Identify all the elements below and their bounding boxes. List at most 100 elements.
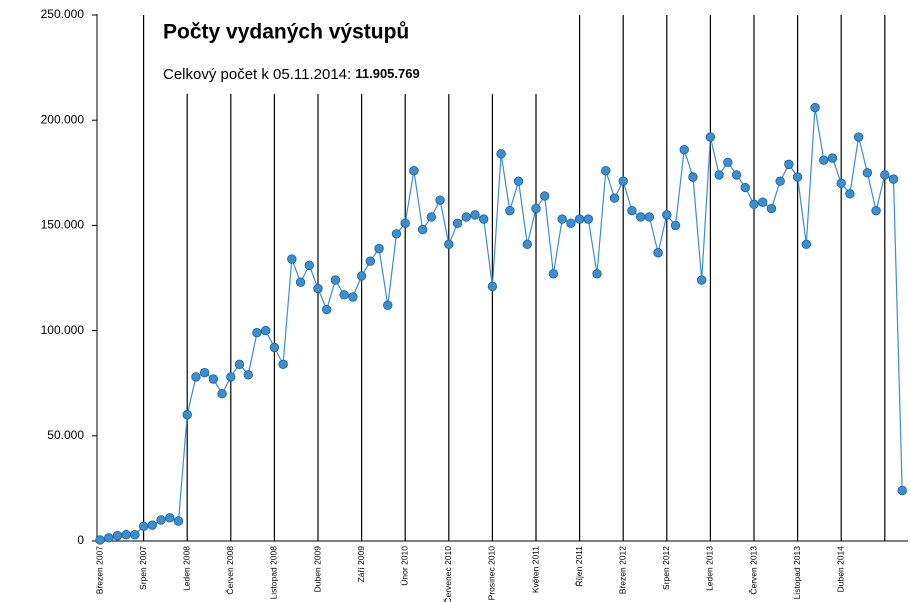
x-tick-label: Říjen 2011 — [574, 546, 584, 587]
point — [827, 153, 838, 163]
separators — [143, 15, 886, 541]
point — [618, 176, 628, 186]
point — [548, 269, 559, 279]
x-tick-label: Červenec 2010 — [443, 546, 453, 602]
point — [182, 410, 192, 420]
point — [322, 304, 332, 315]
point — [313, 283, 323, 294]
point — [444, 239, 454, 250]
point — [880, 170, 890, 180]
point — [566, 218, 576, 228]
x-tick-label: Srpen 2007 — [138, 546, 148, 590]
point — [138, 521, 149, 531]
point — [505, 205, 515, 216]
y-tick-label: 150.000 — [41, 218, 85, 232]
y-tick-label: 250.000 — [41, 7, 85, 21]
point — [670, 220, 681, 231]
point — [95, 535, 105, 545]
point — [339, 290, 349, 300]
point — [784, 159, 794, 170]
point — [487, 281, 498, 292]
point — [304, 260, 314, 271]
point — [696, 275, 707, 285]
point — [112, 531, 123, 541]
point — [592, 269, 602, 279]
point — [130, 529, 140, 540]
y-tick-label: 0 — [77, 533, 84, 547]
point — [461, 212, 471, 222]
point — [513, 176, 524, 186]
x-tick-label: Listopad 2013 — [792, 546, 802, 600]
x-tick-label: Duben 2014 — [835, 546, 845, 593]
title-box — [145, 14, 570, 94]
y-tick-label: 200.000 — [41, 112, 85, 126]
x-tick-label: Duben 2009 — [312, 546, 322, 593]
point — [766, 203, 777, 214]
point — [226, 372, 236, 382]
point — [287, 254, 297, 264]
point — [199, 367, 210, 378]
point — [862, 168, 873, 178]
point — [731, 170, 742, 180]
point — [295, 277, 306, 287]
point — [269, 342, 280, 353]
point — [365, 256, 376, 266]
point — [252, 328, 262, 338]
point — [740, 182, 750, 193]
point — [819, 155, 829, 165]
chart-title: Počty vydaných výstupů — [163, 21, 409, 44]
point — [435, 195, 445, 205]
point — [470, 210, 480, 220]
point — [801, 239, 812, 250]
point — [191, 372, 201, 382]
point — [627, 205, 637, 216]
point — [234, 359, 245, 369]
point — [121, 529, 131, 540]
point — [836, 178, 846, 189]
point — [156, 515, 166, 525]
subtitle: Celkový počet k 05.11.2014: 11.905.769 — [163, 66, 420, 83]
total: 11.905.769 — [355, 66, 419, 81]
point — [662, 210, 672, 220]
point — [391, 229, 402, 239]
point — [522, 239, 532, 250]
x-tick-label: Červen 2013 — [748, 546, 758, 595]
point — [478, 214, 489, 224]
point — [583, 214, 594, 224]
x-tick-label: Červen 2008 — [225, 546, 235, 595]
point — [775, 176, 785, 186]
point — [792, 172, 803, 182]
point — [348, 292, 358, 302]
point — [278, 359, 288, 369]
point — [374, 243, 384, 254]
point — [243, 370, 253, 380]
x-tick-label: Únor 2010 — [399, 546, 409, 586]
point — [888, 174, 899, 184]
point — [104, 533, 114, 543]
subtitle-text: Celkový počet k 05.11.2014: — [163, 66, 351, 83]
x-tick-label: Březen 2012 — [617, 546, 627, 594]
point — [897, 485, 907, 496]
point — [383, 300, 393, 311]
point — [165, 513, 175, 523]
point — [557, 214, 567, 224]
point — [853, 132, 864, 142]
point — [147, 520, 158, 530]
point — [208, 374, 219, 384]
point — [531, 203, 541, 214]
point — [714, 170, 724, 180]
point — [635, 212, 646, 222]
point — [417, 224, 428, 235]
point — [217, 389, 227, 399]
y-tick-label: 50.000 — [47, 428, 84, 442]
point — [409, 165, 419, 176]
point — [496, 149, 506, 159]
point — [679, 144, 689, 155]
point — [400, 218, 410, 228]
point — [644, 212, 655, 222]
point — [452, 218, 463, 228]
point — [758, 197, 768, 207]
point — [260, 325, 271, 336]
x-tick-label: Prosinec 2010 — [487, 546, 497, 601]
